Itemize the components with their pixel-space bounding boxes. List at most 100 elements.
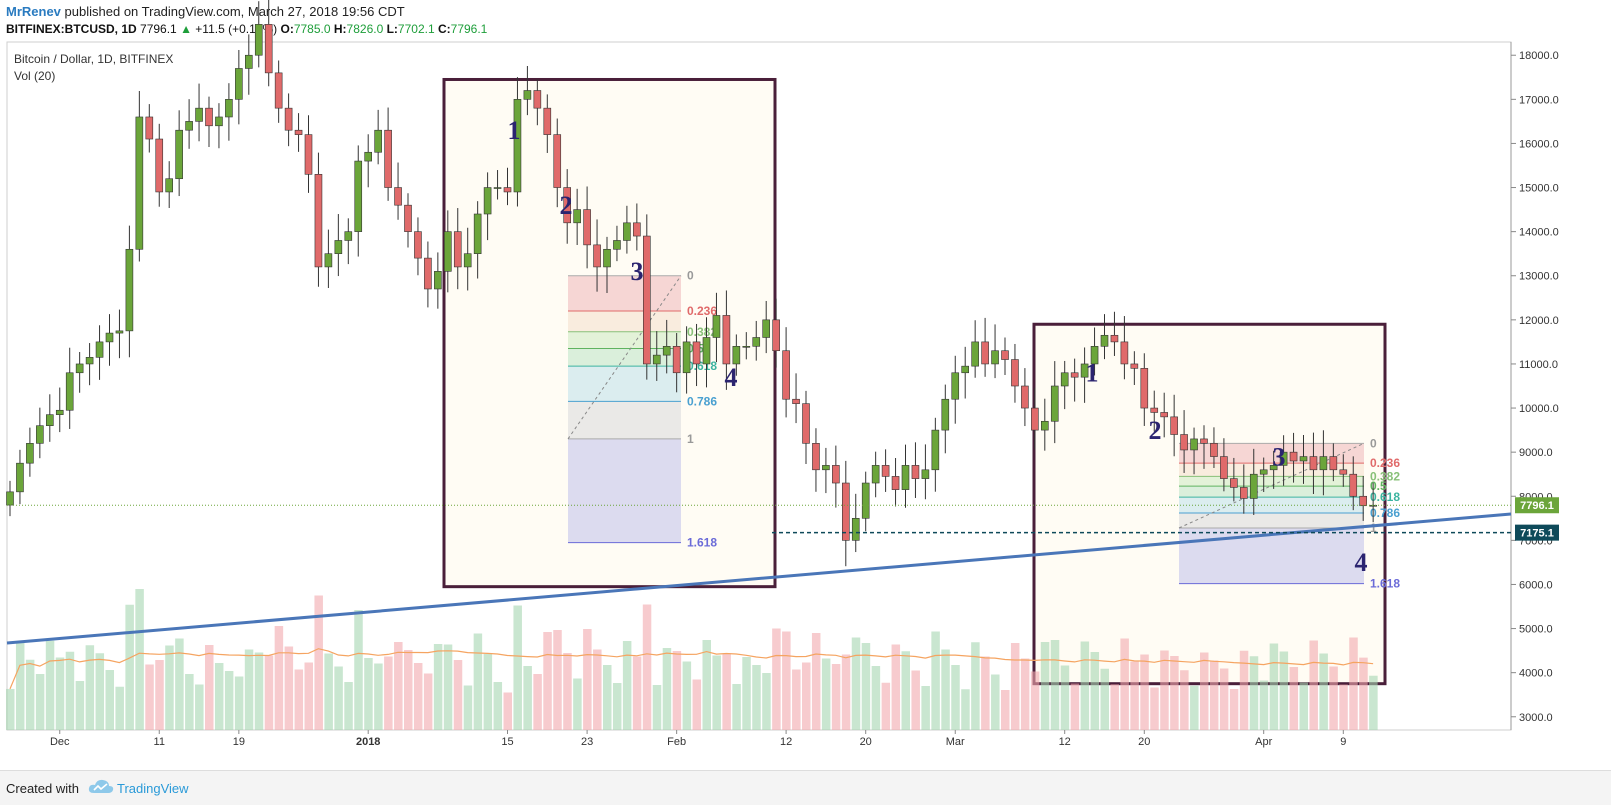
candle-body — [991, 350, 999, 365]
candle-body — [533, 90, 542, 109]
tradingview-link[interactable]: TradingView — [117, 781, 189, 796]
candle-body — [802, 403, 810, 444]
support-trendline — [6, 512, 1512, 645]
fib-zone — [1179, 497, 1364, 514]
candle-body — [543, 107, 552, 135]
candle — [1319, 430, 1328, 496]
candle-body — [254, 24, 263, 56]
candle-body — [215, 116, 223, 127]
candle — [583, 186, 591, 269]
volume-bar — [354, 610, 363, 730]
candle — [861, 471, 870, 532]
volume-bar — [573, 678, 582, 730]
candle-body — [861, 482, 870, 519]
volume-bar — [991, 674, 1000, 730]
candle-body — [205, 107, 213, 127]
candle-body — [1329, 456, 1338, 471]
volume-bar — [1200, 652, 1209, 730]
volume-bar — [563, 653, 572, 730]
volume-bar — [304, 662, 313, 730]
x-tick-label: Mar — [946, 736, 965, 748]
fib-zone — [568, 348, 681, 367]
candle — [1021, 368, 1029, 427]
candle-body — [722, 315, 731, 365]
volume-bar — [374, 663, 383, 730]
legend-title: Bitcoin / Dollar, 1D, BITFINEX — [14, 52, 173, 66]
candle-body — [1011, 359, 1019, 387]
wave-label: 1 — [1086, 359, 1099, 388]
candle — [1130, 351, 1139, 385]
volume-bar — [921, 686, 930, 730]
candle — [1200, 425, 1208, 469]
volume-bar — [334, 666, 343, 730]
candle-body — [45, 414, 54, 426]
candle-body — [175, 129, 183, 180]
candle-body — [344, 231, 353, 241]
x-tick-label: 20 — [860, 736, 872, 748]
candle — [384, 107, 392, 201]
candle — [672, 333, 681, 393]
price-tag — [1515, 497, 1559, 514]
candle-body — [1359, 495, 1367, 507]
candle — [563, 169, 572, 244]
candle-body — [1180, 434, 1188, 451]
candle — [822, 447, 830, 494]
candle — [832, 445, 840, 508]
volume-bar — [394, 642, 403, 730]
candle — [453, 208, 462, 290]
candle-body — [125, 248, 134, 332]
candle — [1329, 443, 1338, 482]
volume-bar — [971, 642, 980, 730]
candle-body — [642, 235, 651, 365]
candle — [434, 252, 442, 309]
volume-bar — [1249, 656, 1259, 730]
y-tick-label: 14000.0 — [1519, 227, 1559, 239]
author-link[interactable]: MrRenev — [6, 4, 61, 19]
fib-level-label: 1 — [1370, 521, 1377, 535]
volume-bar — [881, 682, 891, 730]
candle — [115, 309, 124, 359]
volume-bar — [1209, 660, 1219, 730]
candle — [205, 96, 213, 147]
candle-body — [672, 346, 681, 374]
candle — [1339, 454, 1348, 487]
candle-body — [334, 240, 343, 254]
candle-body — [503, 187, 512, 193]
volume-bar — [25, 659, 35, 730]
volume-bar — [981, 656, 990, 730]
candle-body — [1190, 438, 1198, 451]
candle-body — [1110, 334, 1119, 343]
candle-body — [274, 72, 283, 109]
candle-body — [1120, 341, 1129, 365]
candle — [443, 210, 452, 293]
volume-bar — [75, 681, 85, 730]
candle — [195, 83, 203, 142]
price-chart[interactable]: 18000.017000.016000.015000.014000.013000… — [0, 0, 1611, 770]
volume-bar — [433, 644, 443, 730]
volume-bar — [1060, 665, 1070, 730]
volume-bar — [722, 653, 731, 730]
x-tick-label: 2018 — [356, 736, 380, 748]
fib-level-label: 0 — [1370, 436, 1377, 450]
candle — [304, 115, 313, 193]
volume-bar — [413, 663, 423, 730]
candle — [1230, 457, 1238, 502]
candle — [911, 442, 920, 498]
candle — [613, 225, 621, 262]
candle-body — [135, 116, 144, 250]
candle-body — [36, 425, 44, 444]
candle-body — [473, 213, 482, 254]
candle — [394, 162, 402, 220]
candle — [991, 324, 999, 379]
candle-body — [1200, 438, 1208, 444]
volume-bar — [583, 629, 592, 730]
candle — [1210, 427, 1218, 468]
volume-bar — [205, 645, 214, 730]
x-tick-label: 19 — [233, 736, 245, 748]
volume-bar — [195, 684, 204, 730]
candle-body — [165, 178, 173, 193]
wave-label: 3 — [631, 257, 644, 286]
volume-bar — [891, 644, 901, 730]
volume-bar — [35, 674, 45, 730]
candle — [254, 1, 263, 68]
